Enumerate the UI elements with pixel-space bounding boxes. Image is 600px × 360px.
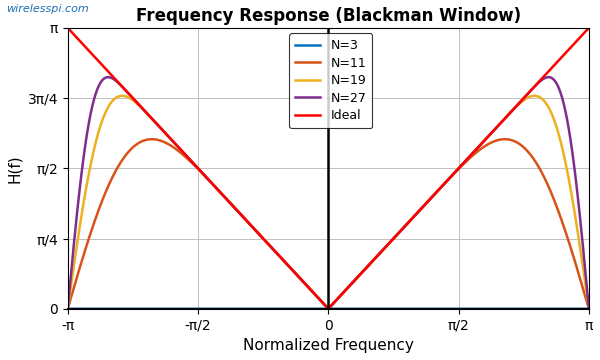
N=19 xyxy=(64,307,71,311)
N=19 xyxy=(373,255,380,260)
N=19 xyxy=(253,229,260,233)
N=19 xyxy=(91,148,98,152)
N=3 xyxy=(478,307,485,311)
N=27 xyxy=(373,255,380,259)
Text: wirelesspi.com: wirelesspi.com xyxy=(6,4,89,14)
N=3 xyxy=(64,307,71,311)
N=3 xyxy=(373,307,380,311)
N=19 xyxy=(531,94,538,98)
N=11 xyxy=(451,171,458,176)
N=27 xyxy=(585,307,592,311)
N=3 xyxy=(395,307,403,311)
N=3 xyxy=(585,307,592,311)
N=19 xyxy=(585,307,592,311)
N=27 xyxy=(478,141,485,145)
N=3 xyxy=(253,307,260,311)
N=19 xyxy=(478,141,485,145)
Line: N=11: N=11 xyxy=(68,139,589,309)
N=3 xyxy=(194,307,202,311)
N=11 xyxy=(395,230,403,235)
N=27 xyxy=(395,230,403,235)
N=27 xyxy=(451,171,458,175)
N=19 xyxy=(451,171,458,175)
Ideal xyxy=(451,171,458,175)
Ideal xyxy=(325,307,332,311)
Line: N=27: N=27 xyxy=(68,77,589,309)
N=19 xyxy=(395,231,403,235)
N=11 xyxy=(478,146,485,150)
Line: Ideal: Ideal xyxy=(68,28,589,309)
N=27 xyxy=(253,229,260,234)
Title: Frequency Response (Blackman Window): Frequency Response (Blackman Window) xyxy=(136,7,521,25)
N=3 xyxy=(451,307,458,311)
N=11 xyxy=(585,307,592,311)
Ideal xyxy=(585,26,592,30)
N=11 xyxy=(148,137,155,141)
N=27 xyxy=(104,75,112,79)
Ideal xyxy=(478,141,485,145)
Ideal xyxy=(395,230,403,235)
N=3 xyxy=(91,307,98,311)
Legend: N=3, N=11, N=19, N=27, Ideal: N=3, N=11, N=19, N=27, Ideal xyxy=(289,33,373,128)
N=11 xyxy=(253,229,260,234)
Y-axis label: H(f): H(f) xyxy=(7,154,22,183)
N=27 xyxy=(64,307,71,311)
Ideal xyxy=(91,54,98,58)
Ideal xyxy=(253,229,260,233)
N=27 xyxy=(91,98,98,102)
Line: N=19: N=19 xyxy=(68,96,589,309)
N=11 xyxy=(373,255,380,259)
Ideal xyxy=(373,255,380,259)
N=11 xyxy=(91,221,98,225)
Ideal xyxy=(64,26,71,30)
N=11 xyxy=(64,307,71,311)
X-axis label: Normalized Frequency: Normalized Frequency xyxy=(243,338,414,353)
